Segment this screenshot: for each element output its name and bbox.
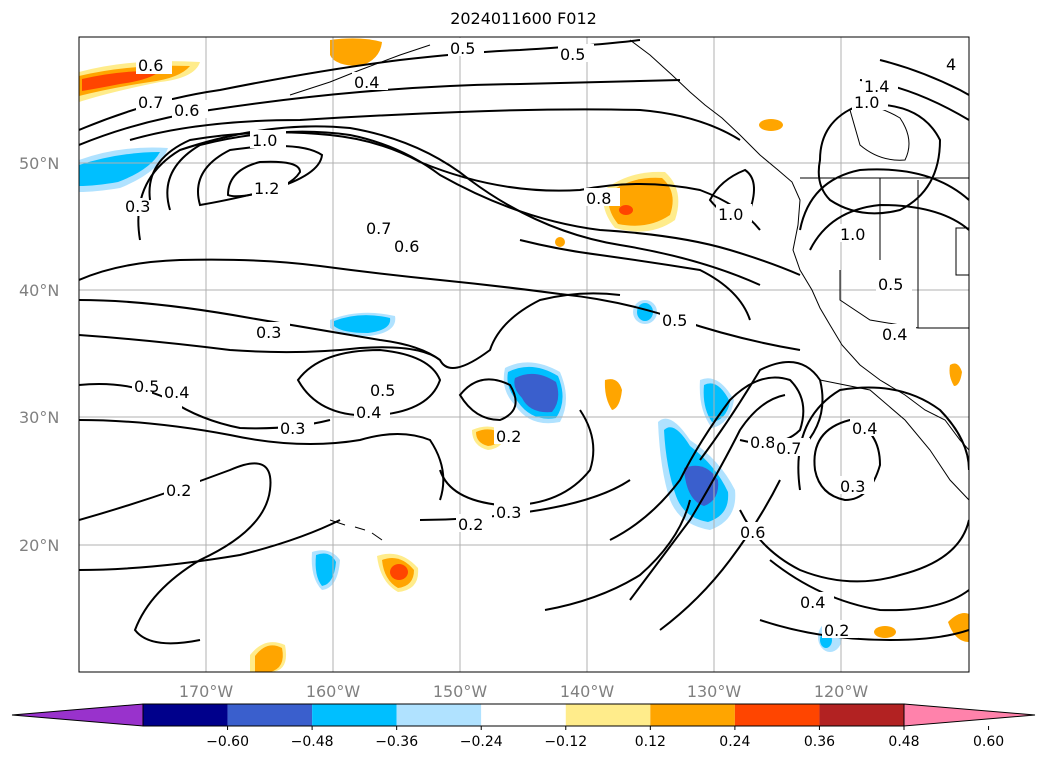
contour-label: 0.5 xyxy=(560,45,585,64)
colorbar-segment xyxy=(396,704,482,726)
contour-label-group: 0.6 0.7 0.6 0.3 1.0 1.2 0.7 0.6 0.5 0.4 … xyxy=(124,38,964,640)
contour-label: 1.0 xyxy=(854,93,879,112)
negative-shade xyxy=(79,152,160,186)
positive-shade xyxy=(82,70,160,91)
contour-label: 0.3 xyxy=(280,419,305,438)
contour-label: 0.5 xyxy=(134,377,159,396)
contour-label: 0.7 xyxy=(138,93,163,112)
positive-shade xyxy=(555,237,565,247)
contour-label: 1.0 xyxy=(252,131,277,150)
lat-label: 30°N xyxy=(19,408,59,427)
colorbar-tick-label: −0.48 xyxy=(291,734,334,750)
contour-label: 0.5 xyxy=(370,381,395,400)
contour-label: 0.3 xyxy=(125,197,150,216)
contour-label: 0.2 xyxy=(166,481,191,500)
contour-label: 1.0 xyxy=(840,225,865,244)
lon-label: 140°W xyxy=(560,682,615,701)
positive-shade xyxy=(390,564,408,580)
colorbar-tick-label: −0.60 xyxy=(206,734,249,750)
contour-label: 0.7 xyxy=(366,219,391,238)
contour-label: 0.4 xyxy=(800,593,825,612)
map-background xyxy=(79,37,969,672)
positive-shade xyxy=(330,38,382,66)
lon-label: 170°W xyxy=(179,682,234,701)
colorbar-frame xyxy=(142,703,905,727)
negative-shade xyxy=(315,553,336,586)
contour-label: 0.2 xyxy=(458,515,483,534)
lat-label: 50°N xyxy=(19,154,59,173)
contour-label: 0.4 xyxy=(852,419,877,438)
positive-shade xyxy=(619,205,633,215)
contour-label: 0.4 xyxy=(882,325,907,344)
colorbar-segment xyxy=(734,704,820,726)
lon-label: 130°W xyxy=(687,682,742,701)
positive-shade xyxy=(759,119,783,131)
contour-label: 1.4 xyxy=(864,77,889,96)
shaded-anomalies xyxy=(79,38,969,672)
contour-label: 0.4 xyxy=(356,403,381,422)
colorbar-segment xyxy=(819,704,904,726)
negative-shade xyxy=(334,315,391,333)
colorbar-tick-label: 0.36 xyxy=(804,734,835,750)
lat-label: 20°N xyxy=(19,536,59,555)
colorbar-segment xyxy=(565,704,651,726)
colorbar-tick-label: 0.60 xyxy=(973,734,1004,750)
colorbar-segment xyxy=(143,704,228,726)
colorbar-tick-label: −0.36 xyxy=(375,734,418,750)
colorbar-tick-label: 0.48 xyxy=(888,734,919,750)
contour-label: 0.4 xyxy=(354,73,379,92)
contour-label: 0.5 xyxy=(662,311,687,330)
colorbar-tick-label: 0.24 xyxy=(719,734,750,750)
contour-label: 0.2 xyxy=(496,427,521,446)
map-title: 2024011600 F012 xyxy=(450,9,597,28)
contour-label: 0.6 xyxy=(174,101,199,120)
positive-shade xyxy=(949,363,962,386)
map-frame xyxy=(78,36,970,673)
contour-label: 0.4 xyxy=(164,383,189,402)
colorbar-segment xyxy=(481,704,566,726)
colorbar-segment xyxy=(312,704,397,726)
contour-label: 0.8 xyxy=(750,433,775,452)
positive-shade xyxy=(948,613,969,642)
contour-label: 0.2 xyxy=(824,621,849,640)
negative-shade xyxy=(684,465,719,506)
colorbar-over-arrow xyxy=(903,703,1036,727)
colorbar-tick-label: 0.12 xyxy=(635,734,666,750)
contour-label: 1.2 xyxy=(254,179,279,198)
contour-label: 0.7 xyxy=(776,439,801,458)
contour-label: 0.3 xyxy=(840,477,865,496)
contour-label: 4 xyxy=(946,55,956,74)
longitude-labels: 170°W 160°W 150°W 140°W 130°W 120°W xyxy=(179,682,869,701)
colorbar-tick-label: −0.24 xyxy=(460,734,503,750)
lon-label: 150°W xyxy=(433,682,488,701)
contour-label: 0.8 xyxy=(586,189,611,208)
contour-label: 0.6 xyxy=(138,56,163,75)
negative-shade xyxy=(514,373,559,413)
positive-shade xyxy=(874,626,896,638)
contour-label: 0.3 xyxy=(496,503,521,522)
contour-label: 0.6 xyxy=(740,523,765,542)
colorbar-segment xyxy=(227,704,313,726)
colorbar-under-arrow xyxy=(11,703,144,727)
positive-shade xyxy=(255,645,283,672)
contour-label: 0.3 xyxy=(256,323,281,342)
colorbar: −0.60 −0.48 −0.36 −0.24 −0.12 0.12 0.24 0.36 0.4… xyxy=(11,703,1036,750)
contour-label: 0.6 xyxy=(394,237,419,256)
latitude-labels: 50°N 40°N 30°N 20°N xyxy=(19,154,59,555)
colorbar-segment xyxy=(650,704,735,726)
lat-label: 40°N xyxy=(19,281,59,300)
negative-shade xyxy=(703,383,730,422)
colorbar-tick-label: −0.12 xyxy=(544,734,587,750)
positive-shade xyxy=(604,379,622,410)
contour-label: 0.5 xyxy=(450,39,475,58)
contour-label: 0.5 xyxy=(878,275,903,294)
lon-label: 160°W xyxy=(306,682,361,701)
contour-label: 1.0 xyxy=(718,205,743,224)
lon-label: 120°W xyxy=(814,682,869,701)
